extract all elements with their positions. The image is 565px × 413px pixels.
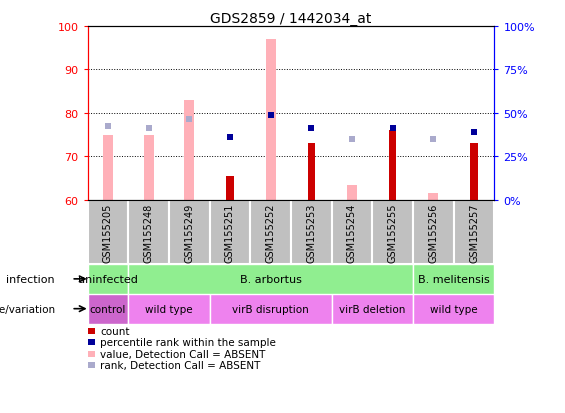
Bar <box>227 176 233 200</box>
Bar <box>128 264 413 294</box>
Bar <box>291 200 332 264</box>
Text: GSM155253: GSM155253 <box>306 204 316 263</box>
Text: GSM155205: GSM155205 <box>103 204 113 263</box>
Text: GSM155249: GSM155249 <box>184 204 194 263</box>
Text: GSM155252: GSM155252 <box>266 204 276 263</box>
Bar <box>144 135 154 200</box>
Bar <box>210 294 332 324</box>
Text: wild type: wild type <box>145 304 193 314</box>
Bar <box>372 200 413 264</box>
Text: B. arbortus: B. arbortus <box>240 274 302 284</box>
Text: infection: infection <box>6 274 55 284</box>
Bar <box>332 200 372 264</box>
Bar <box>169 200 210 264</box>
Bar <box>103 135 113 200</box>
Bar <box>266 40 276 200</box>
Text: GSM155254: GSM155254 <box>347 204 357 263</box>
Text: GSM155255: GSM155255 <box>388 204 398 263</box>
Text: wild type: wild type <box>430 304 477 314</box>
Bar <box>88 294 128 324</box>
Text: virB disruption: virB disruption <box>232 304 309 314</box>
Bar <box>471 144 477 200</box>
Text: rank, Detection Call = ABSENT: rank, Detection Call = ABSENT <box>100 361 260 370</box>
Bar <box>88 264 128 294</box>
Text: count: count <box>100 326 129 336</box>
Bar <box>184 100 194 200</box>
Bar <box>347 185 357 200</box>
Title: GDS2859 / 1442034_at: GDS2859 / 1442034_at <box>210 12 372 26</box>
Bar <box>454 200 494 264</box>
Bar <box>413 200 454 264</box>
Text: value, Detection Call = ABSENT: value, Detection Call = ABSENT <box>100 349 266 359</box>
Text: GSM155251: GSM155251 <box>225 204 235 263</box>
Text: GSM155256: GSM155256 <box>428 204 438 263</box>
Bar <box>128 200 169 264</box>
Text: control: control <box>90 304 126 314</box>
Bar <box>389 131 396 200</box>
Text: virB deletion: virB deletion <box>339 304 406 314</box>
Bar <box>428 194 438 200</box>
Text: uninfected: uninfected <box>78 274 138 284</box>
Text: genotype/variation: genotype/variation <box>0 304 55 314</box>
Bar <box>210 200 250 264</box>
Bar <box>308 144 315 200</box>
Text: percentile rank within the sample: percentile rank within the sample <box>100 337 276 347</box>
Text: B. melitensis: B. melitensis <box>418 274 489 284</box>
Bar <box>128 294 210 324</box>
Bar <box>88 200 128 264</box>
Bar <box>413 264 494 294</box>
Text: GSM155248: GSM155248 <box>144 204 154 263</box>
Bar <box>250 200 291 264</box>
Bar <box>413 294 494 324</box>
Bar <box>332 294 413 324</box>
Text: GSM155257: GSM155257 <box>469 204 479 263</box>
